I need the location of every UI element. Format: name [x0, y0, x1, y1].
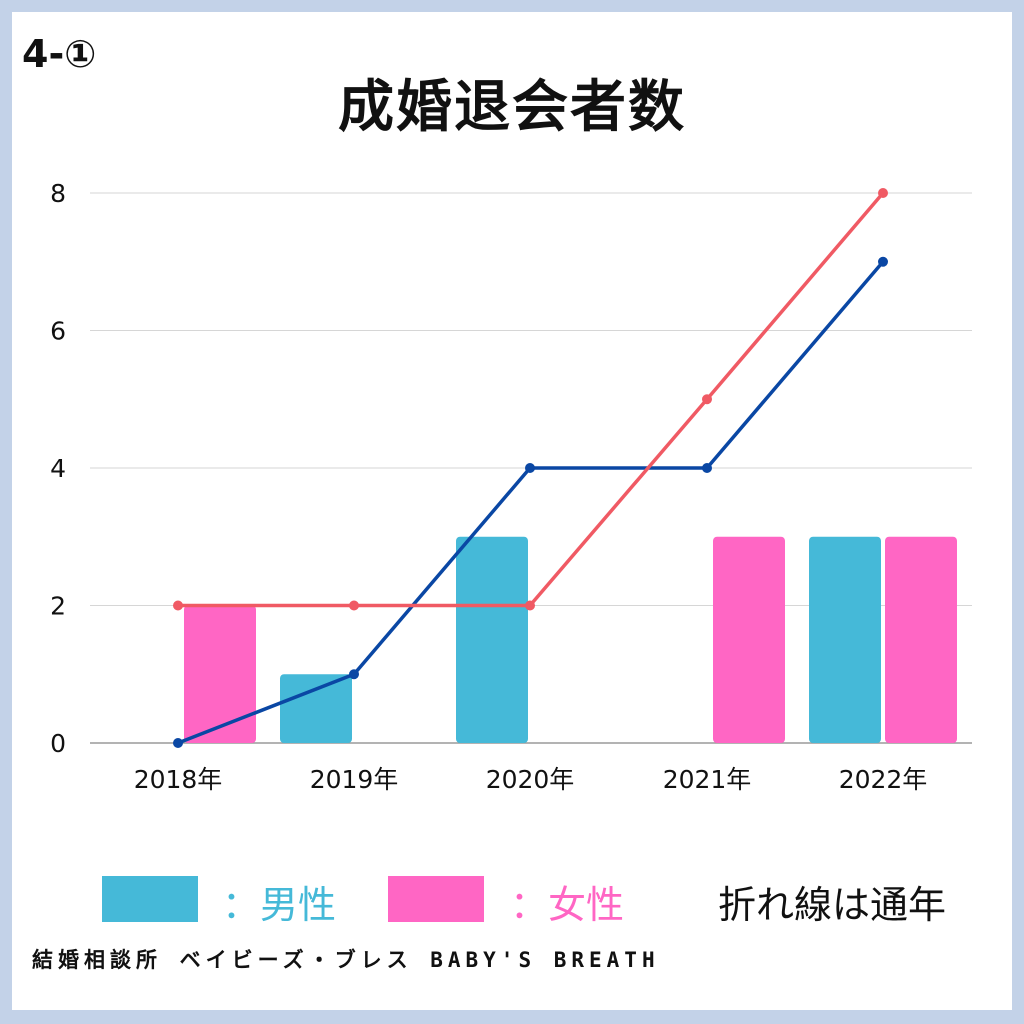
- line-male-annual-point: [525, 463, 535, 473]
- x-tick-label: 2020年: [486, 765, 575, 794]
- chart-title: 成婚退会者数: [338, 75, 686, 140]
- x-tick-label: 2018年: [134, 765, 223, 794]
- bar-male: [280, 674, 352, 743]
- line-male-annual-point: [173, 738, 183, 748]
- bar-male: [809, 536, 881, 743]
- line-female-annual-point: [878, 188, 888, 198]
- footer-brand: 結婚相談所 ベイビーズ・ブレス BABY'S BREATH: [32, 948, 660, 972]
- bar-female: [713, 536, 785, 743]
- legend-male-swatch: [102, 876, 198, 922]
- x-tick-label: 2022年: [839, 765, 928, 794]
- line-female-annual-point: [173, 600, 183, 611]
- legend-line-note: 折れ線は通年: [718, 883, 947, 927]
- line-male-annual-point: [702, 463, 712, 473]
- bar-female: [184, 605, 256, 743]
- line-male-annual-point: [349, 669, 359, 680]
- y-tick-label: 4: [50, 454, 66, 483]
- y-tick-label: 8: [50, 179, 66, 208]
- bar-female: [885, 536, 957, 743]
- line-female-annual-point: [702, 394, 712, 405]
- bar-male: [456, 536, 528, 743]
- y-tick-label: 2: [50, 592, 66, 621]
- section-badge: 4-①: [22, 32, 97, 76]
- line-male-annual-point: [878, 256, 888, 267]
- y-tick-label: 6: [50, 317, 66, 346]
- legend-female-swatch: [388, 876, 484, 922]
- line-female-annual-point: [349, 600, 359, 611]
- x-tick-label: 2019年: [310, 765, 399, 794]
- legend-male-label: ：男性: [222, 883, 337, 927]
- line-female-annual-point: [525, 600, 535, 611]
- x-tick-label: 2021年: [663, 765, 752, 794]
- chart-card: 4-① 成婚退会者数 ：男性 ：女性 折れ線は通年 結婚相談所 ベイビーズ・ブレ…: [12, 12, 1012, 1010]
- y-tick-label: 0: [50, 729, 66, 758]
- legend-female-label: ：女性: [510, 883, 625, 927]
